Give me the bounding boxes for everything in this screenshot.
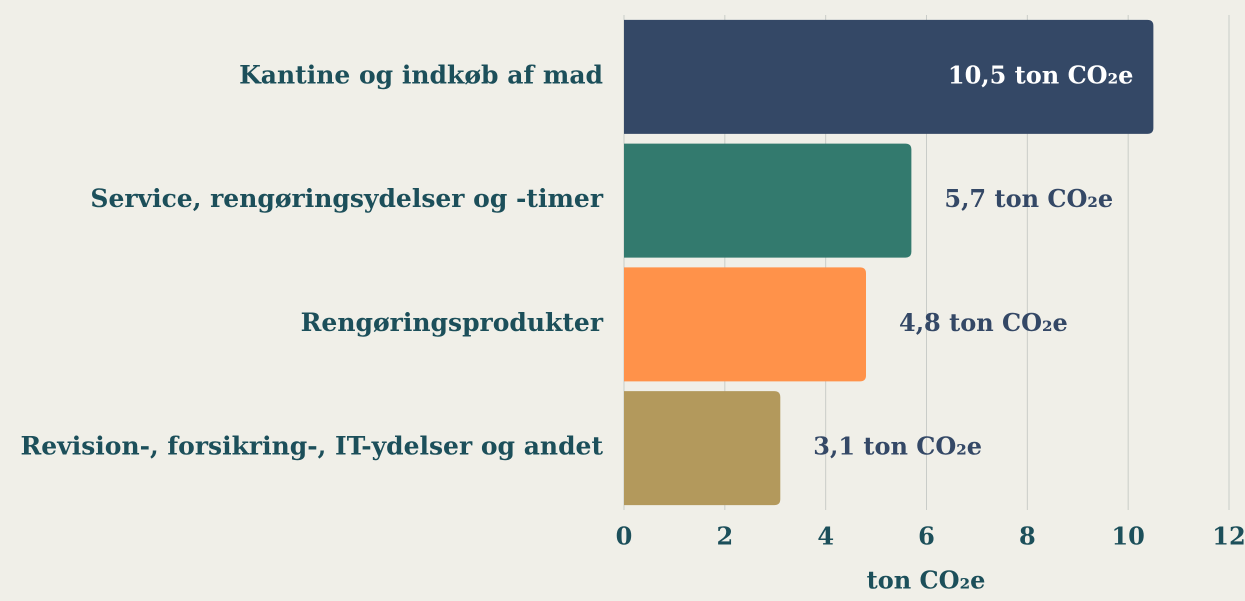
bar	[624, 267, 866, 382]
category-label: Service, rengøringsydelser og -timer	[90, 184, 603, 213]
category-label: Rengøringsprodukter	[301, 308, 604, 337]
x-tick-label: 4	[817, 522, 834, 551]
x-tick-label: 10	[1111, 522, 1144, 551]
category-label: Kantine og indkøb af mad	[239, 60, 603, 89]
x-tick-label: 6	[918, 522, 935, 551]
x-tick-label: 12	[1212, 522, 1245, 551]
bar	[624, 391, 781, 506]
bar	[624, 143, 912, 258]
x-tick-label: 2	[716, 522, 733, 551]
value-label: 4,8 ton CO₂e	[899, 308, 1068, 337]
value-label: 10,5 ton CO₂e	[948, 60, 1134, 89]
x-tick-label: 0	[616, 522, 633, 551]
x-tick-label: 8	[1019, 522, 1036, 551]
value-label: 5,7 ton CO₂e	[944, 184, 1113, 213]
value-label: 3,1 ton CO₂e	[813, 432, 982, 461]
category-label: Revision-, forsikring-, IT-ydelser og an…	[21, 432, 604, 461]
bar	[624, 19, 1154, 134]
x-axis-label: ton CO₂e	[867, 566, 986, 595]
